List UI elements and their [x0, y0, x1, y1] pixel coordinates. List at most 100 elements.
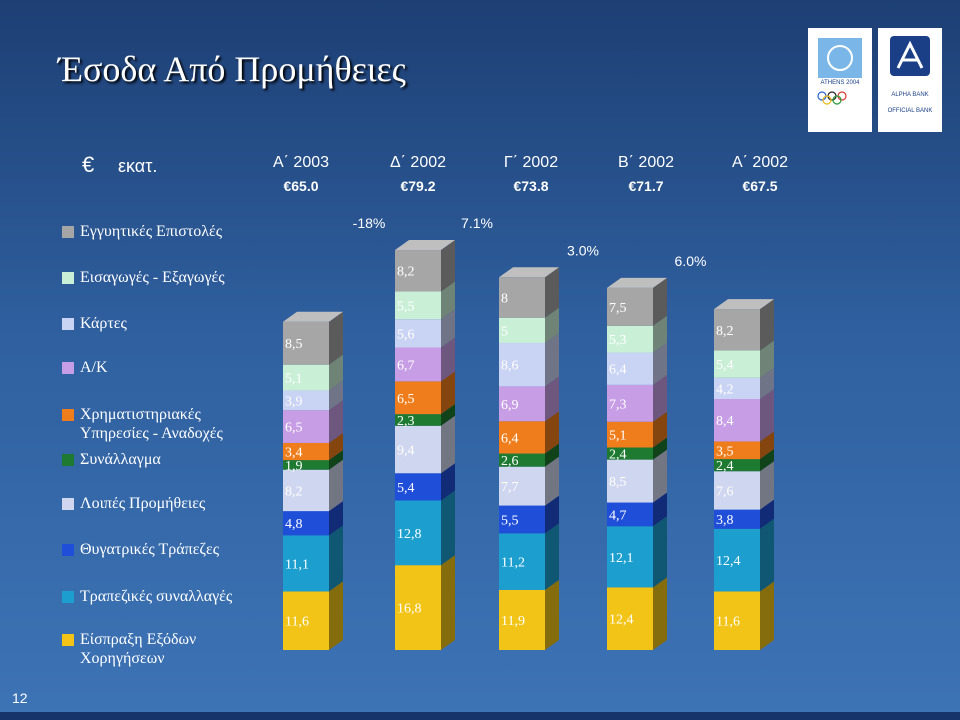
bar-segment-side	[329, 459, 343, 512]
slide-number: 12	[12, 690, 28, 706]
bar-top-face	[283, 311, 343, 322]
bar-segment-label: 5,3	[609, 333, 627, 348]
bar-segment-side	[329, 380, 343, 411]
bar-segment-side	[653, 315, 667, 353]
period-total: €79.2	[400, 178, 436, 194]
footer-bar	[0, 712, 960, 720]
bar-top-face	[607, 277, 667, 288]
bar-segment-side	[329, 501, 343, 536]
bar-segment-side	[329, 581, 343, 650]
alpha-bank-text: ALPHA BANK	[891, 92, 929, 98]
bar-segment	[395, 347, 441, 382]
bar-segment-side	[545, 523, 559, 590]
bar-segment-label: 4,2	[716, 382, 734, 397]
period-label: Β΄ 2002	[617, 154, 675, 171]
bar-segment-side	[760, 431, 774, 460]
bar-segment	[283, 535, 329, 592]
bar-segment-label: 2,4	[716, 459, 734, 474]
legend-swatch	[62, 362, 74, 374]
period-total: €71.7	[628, 178, 664, 194]
bar-segment	[607, 459, 653, 503]
bar-segment	[499, 466, 545, 506]
bar-segment	[499, 342, 545, 387]
logos: ATHENS 2004 ALPHA BANK OFFICIAL BANK	[808, 28, 944, 132]
bar-segment-label: 12,8	[397, 527, 422, 542]
growth-label: 6.0%	[675, 253, 707, 269]
bar-segment-label: 4,7	[609, 508, 627, 523]
legend-swatch	[62, 226, 74, 238]
bar-segment-label: 11,2	[501, 556, 525, 571]
bar-segment	[607, 325, 653, 353]
bar-segment-side	[760, 461, 774, 510]
period-label: Α΄ 2002	[731, 154, 789, 171]
bar-segment-label: 4,8	[285, 517, 303, 532]
alpha-bank-emblem-icon	[890, 36, 930, 76]
bar-segment-label: 11,1	[285, 557, 309, 572]
bar-segment-label: 7,3	[609, 397, 627, 412]
legend-label: Εγγυητικές Επιστολές	[80, 223, 223, 240]
bar-segment-label: 6,4	[501, 431, 519, 446]
bar-segment	[714, 377, 760, 400]
bar-segment	[607, 384, 653, 422]
legend-label: Α/Κ	[80, 359, 108, 376]
bar-segment	[283, 511, 329, 536]
bar-segment	[283, 321, 329, 365]
bar-segment-side	[441, 309, 455, 348]
bar-segment-label: 6,5	[397, 392, 415, 407]
legend-swatch	[62, 498, 74, 510]
bar-segment-side	[545, 456, 559, 506]
bar-segment-label: 11,9	[501, 614, 525, 629]
bar-segment-label: 6,9	[501, 398, 519, 413]
bar-segment-side	[441, 240, 455, 292]
bar-segment	[607, 352, 653, 385]
bar-segment-label: 5,4	[397, 481, 415, 496]
bar-segment	[283, 410, 329, 443]
period-total: €73.8	[513, 178, 549, 194]
bar-segment	[395, 473, 441, 501]
bar-segment	[395, 414, 441, 426]
bar-segment-label: 8,6	[501, 359, 519, 374]
bar-segment	[283, 364, 329, 391]
bar-segment-label: 3,9	[285, 394, 303, 409]
bar-segment-side	[545, 332, 559, 387]
legend-swatch	[62, 318, 74, 330]
bar-segment	[714, 399, 760, 442]
bar-segment-label: 1,9	[285, 459, 303, 474]
bar-segment-side	[329, 311, 343, 365]
bar-segment	[499, 453, 545, 467]
bar-top-face	[499, 267, 559, 278]
bar-segment-label: 6,4	[609, 363, 627, 378]
bar-segment-side	[760, 581, 774, 650]
bar-segment-side	[545, 495, 559, 534]
bar-segment-side	[653, 374, 667, 422]
growth-label: 3.0%	[567, 242, 599, 258]
bar-segment-label: 3,5	[716, 444, 734, 459]
growth-label: -18%	[353, 215, 386, 231]
bar-segment-label: 5,6	[397, 327, 415, 342]
legend-swatch	[62, 272, 74, 284]
bar-segment-label: 6,7	[397, 358, 415, 373]
bar-segment-label: 8,2	[285, 484, 303, 499]
bar-segment-side	[545, 307, 559, 343]
bar-segment-side	[653, 492, 667, 527]
bar-segment-label: 12,1	[609, 551, 634, 566]
bar-segment	[283, 469, 329, 512]
period-total: €67.5	[742, 178, 778, 194]
bar-segment	[714, 471, 760, 510]
growth-label: 7.1%	[461, 215, 493, 231]
bar-segment-side	[760, 389, 774, 442]
bar-segment	[714, 509, 760, 529]
bar-segment-label: 12,4	[609, 613, 634, 628]
bar-segment-side	[329, 525, 343, 592]
alpha-bank-subtext: OFFICIAL BANK	[887, 108, 933, 114]
bar-segment-side	[760, 340, 774, 378]
bar-segment	[395, 425, 441, 474]
bar-segment	[499, 589, 545, 650]
bar-segment-side	[760, 518, 774, 592]
bar-segment	[395, 291, 441, 320]
bar-segment-side	[653, 342, 667, 385]
bar-segment	[607, 421, 653, 448]
athens-2004-logo: ATHENS 2004	[808, 28, 872, 132]
bar-segment	[607, 526, 653, 588]
bar-segment-label: 5	[501, 324, 508, 339]
